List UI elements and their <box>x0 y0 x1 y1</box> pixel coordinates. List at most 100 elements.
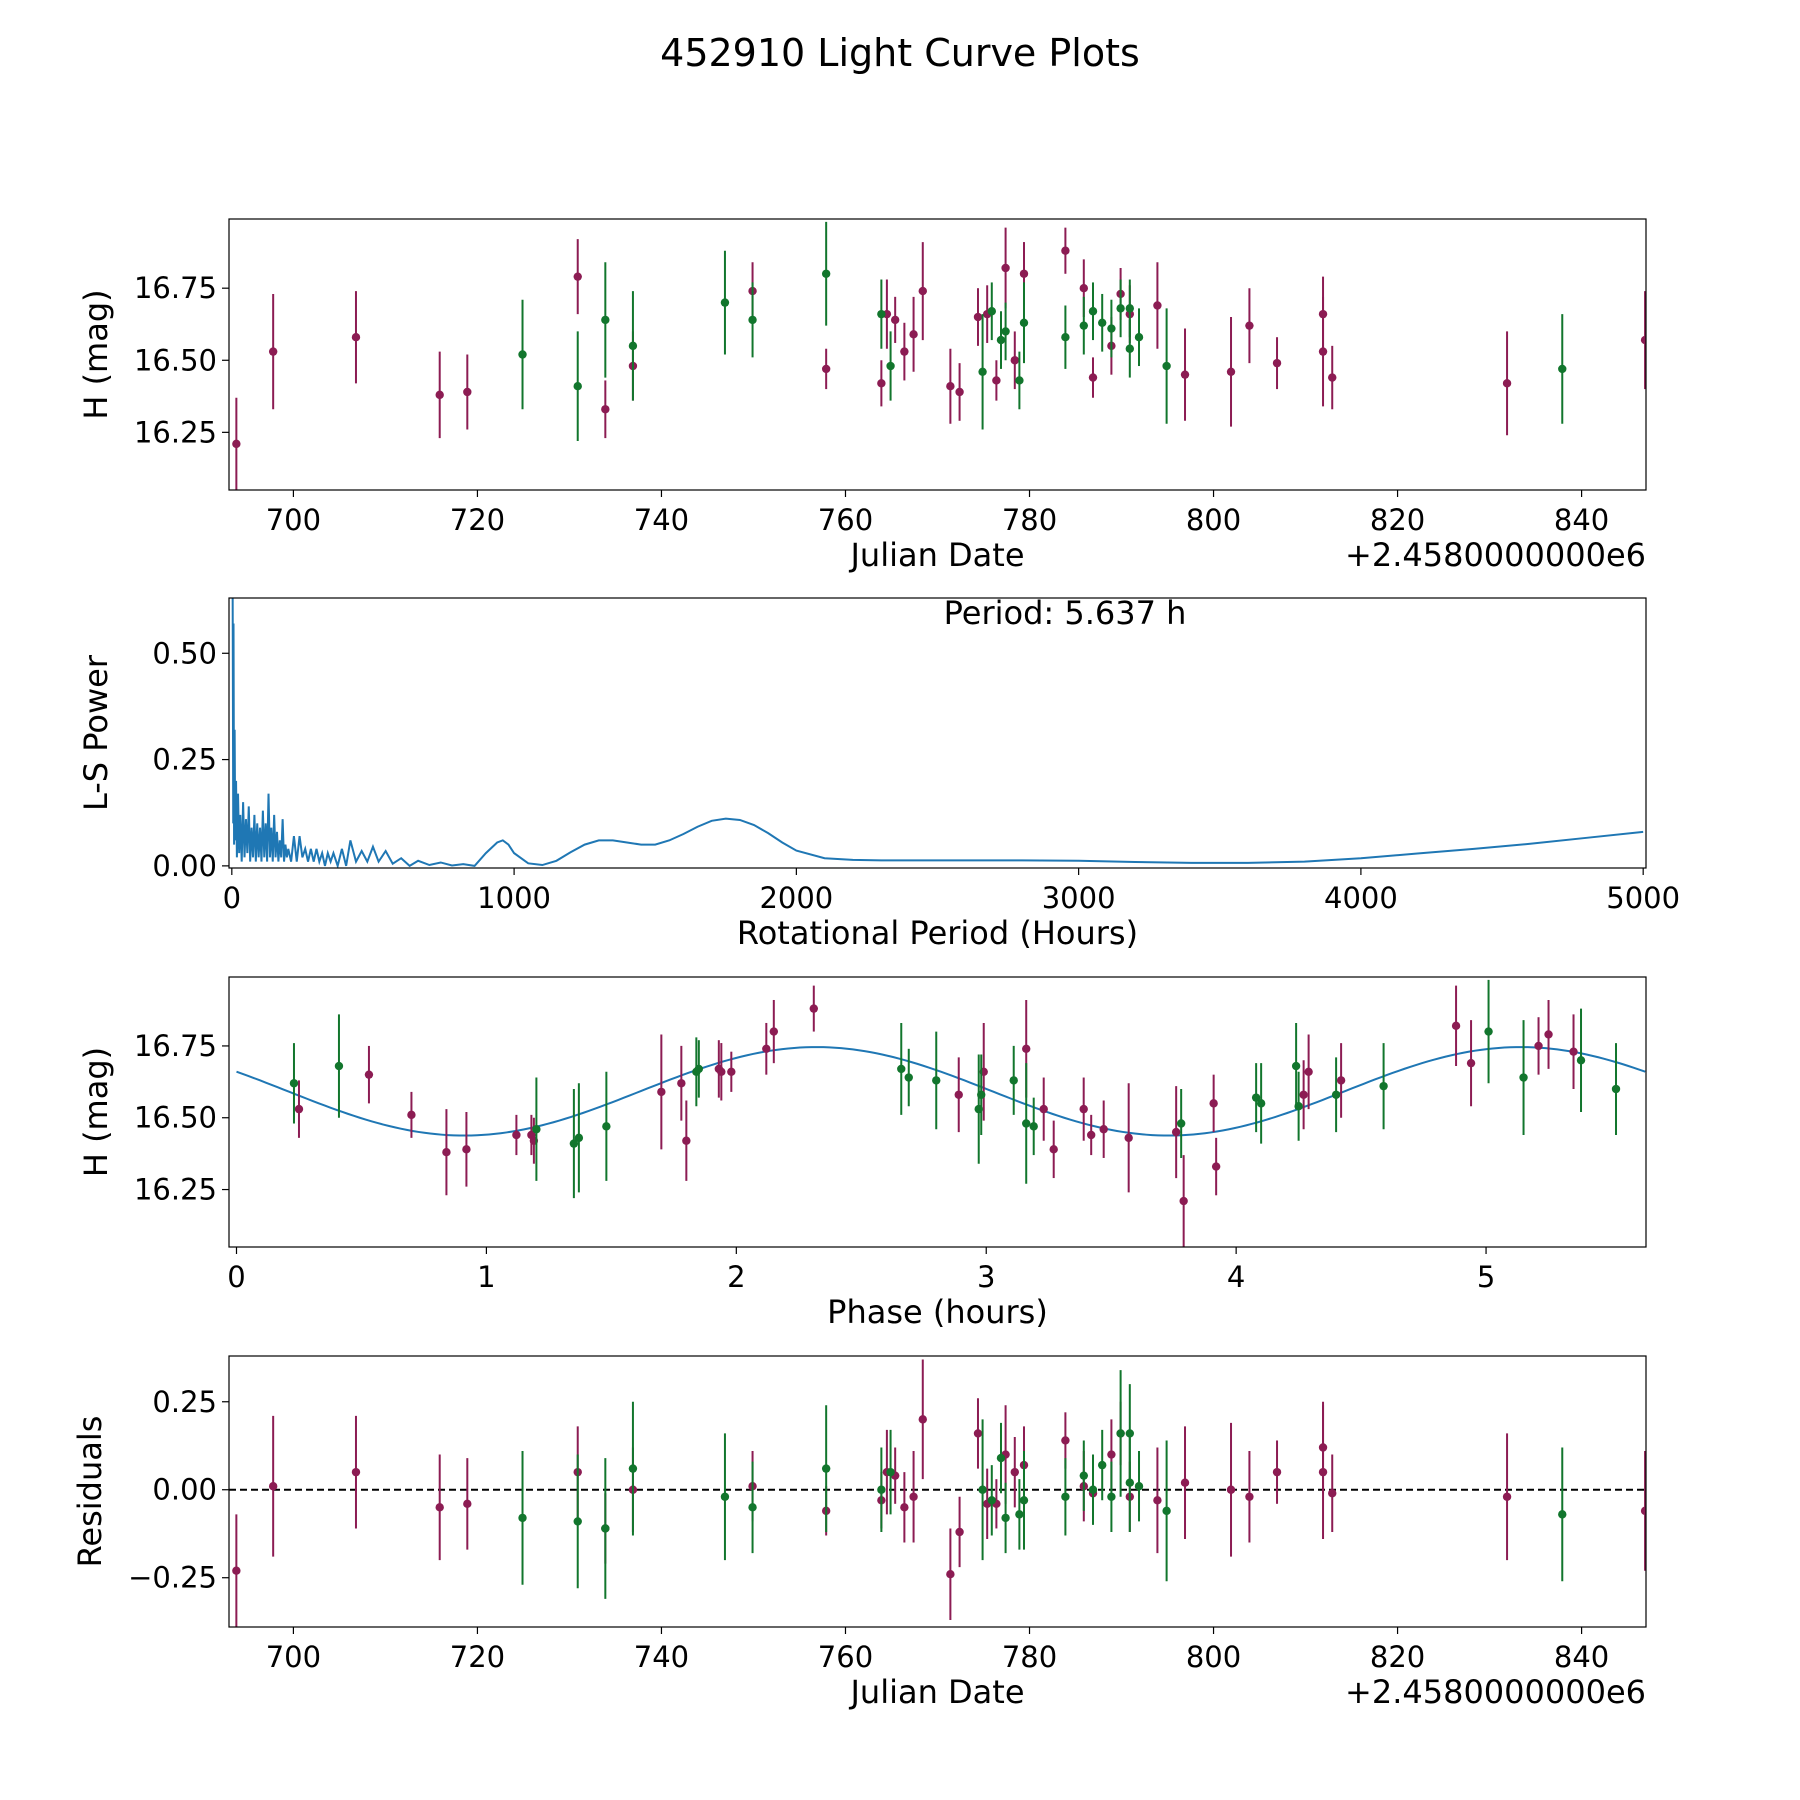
data-point <box>748 1503 757 1512</box>
data-point <box>717 1067 726 1076</box>
data-point <box>1245 1492 1254 1501</box>
data-point <box>1226 1485 1236 1494</box>
data-point <box>992 376 1001 385</box>
series-b-points <box>518 221 1567 441</box>
data-point <box>1134 333 1144 342</box>
series-a-points <box>294 985 1578 1247</box>
data-point <box>1153 1496 1162 1505</box>
data-point <box>569 1139 579 1148</box>
data-point <box>1534 1041 1543 1051</box>
residuals-panel: 700 720 740 760 780 800 820 840 −0.25 0.00 0.25 Jul… <box>71 1355 1647 1711</box>
plot-frame <box>228 218 1647 491</box>
data-point <box>1256 1099 1266 1108</box>
y-tick-label: 0.25 <box>152 1385 217 1419</box>
data-point <box>1272 1467 1282 1477</box>
x-tick-label: 720 <box>450 503 505 537</box>
x-tick-label: 700 <box>266 503 321 537</box>
data-point <box>955 387 964 397</box>
data-point <box>532 1125 541 1134</box>
data-point <box>1061 1436 1070 1445</box>
x-tick-label: 780 <box>1002 1640 1057 1674</box>
data-point <box>1318 1443 1328 1452</box>
data-point <box>334 1061 344 1071</box>
x-tick-label: 5000 <box>1606 881 1680 915</box>
x-tick-label: 4 <box>1227 1260 1245 1294</box>
data-point <box>1484 1027 1493 1036</box>
data-point <box>1116 304 1125 313</box>
x-axis-offset-label: +2.4580000000e6 <box>1345 1673 1646 1711</box>
plot-area <box>231 598 1644 868</box>
data-point <box>518 1513 527 1523</box>
periodogram-line <box>231 598 1644 868</box>
data-point <box>918 286 927 296</box>
plot-area <box>232 221 1646 490</box>
data-point <box>294 1104 304 1114</box>
data-point <box>987 307 996 316</box>
x-tick-label: 780 <box>1002 503 1057 537</box>
data-point <box>1466 1058 1476 1068</box>
data-point <box>1022 1044 1031 1054</box>
data-point <box>1088 1485 1098 1494</box>
data-point <box>1039 1104 1048 1114</box>
x-tick-label: 0 <box>227 1260 245 1294</box>
data-point <box>1022 1119 1031 1128</box>
series-a-points <box>232 227 1646 490</box>
data-point <box>574 1133 584 1143</box>
data-point <box>900 1503 909 1512</box>
data-point <box>442 1148 451 1157</box>
x-tick-label: 840 <box>1554 1640 1609 1674</box>
x-tick-label: 760 <box>818 503 873 537</box>
model-fit-curve <box>236 1046 1646 1137</box>
data-point <box>1125 1429 1135 1438</box>
data-point <box>435 390 444 400</box>
data-point <box>1029 1122 1038 1131</box>
data-point <box>463 387 472 397</box>
data-point <box>1099 1125 1108 1134</box>
x-tick-label: 840 <box>1554 503 1609 537</box>
data-point <box>1015 376 1024 385</box>
data-point <box>1125 304 1135 313</box>
data-point <box>601 405 610 414</box>
x-axis-label: Phase (hours) <box>827 1293 1048 1331</box>
data-point <box>1079 1471 1089 1480</box>
data-point <box>1107 324 1116 333</box>
data-point <box>1179 1196 1188 1206</box>
series-b-points <box>289 979 1621 1199</box>
data-point <box>462 1145 471 1154</box>
data-point <box>1328 1489 1337 1498</box>
x-tick-label: 1 <box>477 1260 495 1294</box>
x-axis-label: Julian Date <box>848 536 1024 574</box>
data-point <box>1569 1047 1578 1056</box>
y-tick-label: 16.75 <box>134 271 217 305</box>
data-point <box>1001 327 1010 336</box>
data-point <box>407 1110 416 1120</box>
data-point <box>720 298 730 307</box>
data-point <box>232 1566 241 1575</box>
data-point <box>268 347 278 356</box>
x-axis-label: Julian Date <box>848 1673 1024 1711</box>
x-axis-offset-label: +2.4580000000e6 <box>1345 536 1646 574</box>
data-point <box>1211 1162 1221 1171</box>
data-point <box>1272 358 1282 368</box>
data-point <box>1079 1104 1088 1114</box>
series-b-points <box>518 1370 1567 1599</box>
data-point <box>978 367 987 376</box>
y-tick-label: 16.75 <box>134 1029 217 1063</box>
x-tick-label: 760 <box>818 1640 873 1674</box>
data-point <box>573 272 582 281</box>
data-point <box>1001 263 1010 273</box>
data-point <box>946 1570 955 1579</box>
data-point <box>904 1073 913 1082</box>
x-tick-label: 820 <box>1370 503 1425 537</box>
data-point <box>463 1499 472 1509</box>
plot-frame <box>228 976 1647 1248</box>
data-point <box>1291 1061 1301 1071</box>
y-tick-label: 0.25 <box>152 743 217 777</box>
data-point <box>677 1079 686 1088</box>
y-tick-label: 0.00 <box>152 1473 217 1507</box>
data-point <box>821 364 831 374</box>
x-tick-label: 700 <box>266 1640 321 1674</box>
data-point <box>1107 1492 1116 1501</box>
data-point <box>720 1492 730 1501</box>
data-point <box>946 382 955 391</box>
